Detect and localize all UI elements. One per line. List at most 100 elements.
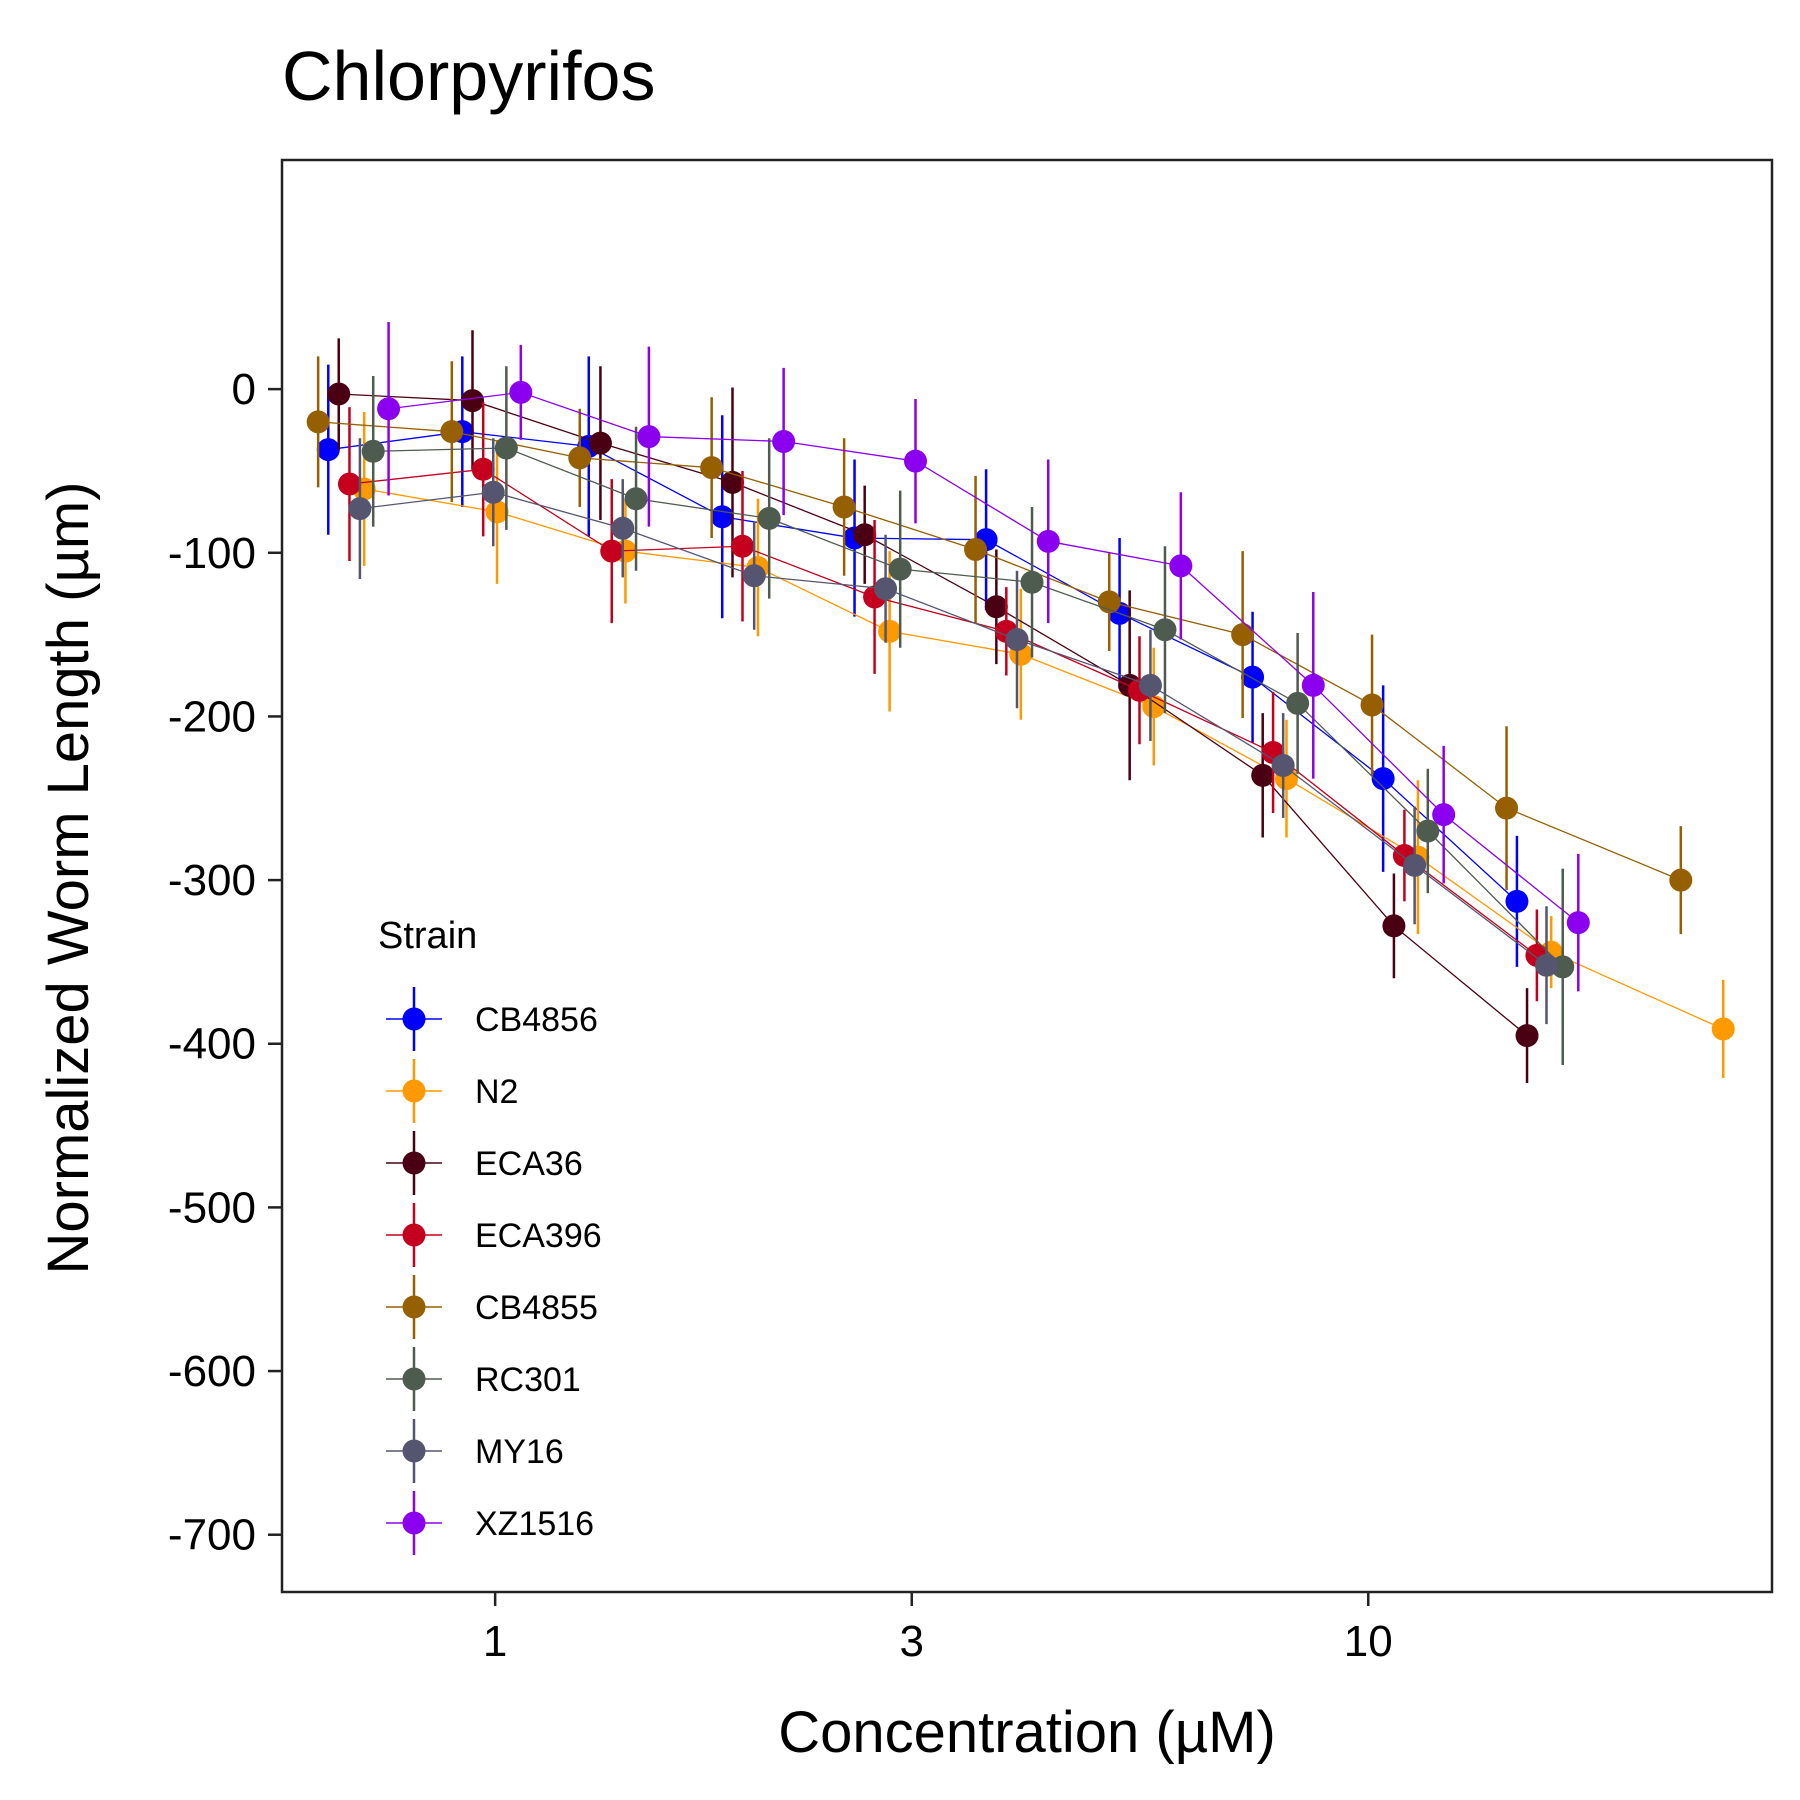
data-point xyxy=(1416,819,1440,843)
legend-label: N2 xyxy=(475,1073,518,1111)
y-tick-label: -400 xyxy=(168,1020,256,1069)
data-point xyxy=(460,389,484,413)
data-point xyxy=(731,534,755,558)
plot-frame xyxy=(280,158,1774,1594)
y-tick-label: -200 xyxy=(168,692,256,741)
data-point xyxy=(772,429,796,453)
y-tick-label: 0 xyxy=(232,365,256,414)
legend-label: CB4855 xyxy=(475,1289,598,1327)
series-line xyxy=(328,431,1518,902)
data-point xyxy=(485,500,509,524)
y-tick-label: -700 xyxy=(168,1511,256,1560)
data-point xyxy=(1241,665,1265,689)
data-point xyxy=(494,436,518,460)
legend-label: CB4856 xyxy=(475,1001,598,1039)
data-point xyxy=(1169,554,1193,578)
legend-label: MY16 xyxy=(475,1433,564,1471)
x-tick-label: 1 xyxy=(483,1617,507,1666)
legend-key-point xyxy=(402,1151,426,1175)
y-axis-title: Normalized Worm Length (µm) xyxy=(36,482,101,1275)
legend-item-cb4855: CB4855 xyxy=(386,1275,598,1339)
data-point xyxy=(1138,673,1162,697)
data-point xyxy=(1495,796,1519,820)
legend-item-xz1516: XZ1516 xyxy=(386,1491,594,1555)
legend-key-point xyxy=(402,1223,426,1247)
data-point xyxy=(361,439,385,463)
data-point xyxy=(1271,754,1295,778)
data-point xyxy=(1301,673,1325,697)
data-point xyxy=(600,539,624,563)
data-point xyxy=(1566,911,1590,935)
data-point xyxy=(853,523,877,547)
data-point xyxy=(1505,889,1529,913)
data-point xyxy=(1360,693,1384,717)
legend-key-point xyxy=(402,1079,426,1103)
series-eca396 xyxy=(337,402,1549,1002)
data-point xyxy=(1711,1017,1735,1041)
x-tick-label: 3 xyxy=(899,1617,923,1666)
y-tick-label: -500 xyxy=(168,1183,256,1232)
data-point xyxy=(1371,767,1395,791)
data-point xyxy=(904,449,928,473)
data-point xyxy=(1669,868,1693,892)
legend: Strain CB4856 N2 ECA36 ECA396 CB4855 RC301 MY1… xyxy=(378,915,602,1555)
x-axis-title: Concentration (µM) xyxy=(778,1700,1276,1765)
data-point xyxy=(1005,628,1029,652)
series-line xyxy=(388,391,1579,924)
data-point xyxy=(757,506,781,530)
data-point xyxy=(611,516,635,540)
data-point xyxy=(637,425,661,449)
data-point xyxy=(1036,529,1060,553)
data-point xyxy=(1534,953,1558,977)
legend-key-point xyxy=(402,1367,426,1391)
data-point xyxy=(337,472,361,496)
legend-label: ECA396 xyxy=(475,1217,602,1255)
y-tick-label: -100 xyxy=(168,529,256,578)
data-point xyxy=(1432,803,1456,827)
data-point xyxy=(710,505,734,529)
legend-item-eca36: ECA36 xyxy=(386,1131,583,1195)
series-cb4855 xyxy=(306,356,1693,935)
y-tick-label: -600 xyxy=(168,1347,256,1396)
data-point xyxy=(1382,914,1406,938)
data-point xyxy=(624,487,648,511)
legend-key-point xyxy=(402,1295,426,1319)
legend-key-point xyxy=(402,1007,426,1031)
series-rc301 xyxy=(361,366,1575,1066)
legend-label: ECA36 xyxy=(475,1145,583,1183)
data-point xyxy=(481,480,505,504)
series-line xyxy=(364,488,1724,1030)
data-point xyxy=(1020,570,1044,594)
data-point xyxy=(1403,853,1427,877)
data-point xyxy=(348,497,372,521)
data-point xyxy=(984,595,1008,619)
data-point xyxy=(1251,763,1275,787)
data-point xyxy=(964,538,988,562)
data-point xyxy=(874,577,898,601)
data-point xyxy=(316,438,340,462)
legend-title: Strain xyxy=(378,915,477,957)
data-point xyxy=(1286,691,1310,715)
data-point xyxy=(888,557,912,581)
legend-item-rc301: RC301 xyxy=(386,1347,581,1411)
x-axis-ticks: 1 3 10 xyxy=(483,1592,1393,1666)
legend-item-eca396: ECA396 xyxy=(386,1203,602,1267)
data-point xyxy=(327,382,351,406)
data-point xyxy=(1231,623,1255,647)
chart-title: Chlorpyrifos xyxy=(282,37,655,115)
legend-item-my16: MY16 xyxy=(386,1419,564,1483)
series-n2 xyxy=(352,412,1735,1079)
legend-key-point xyxy=(402,1439,426,1463)
series-line xyxy=(373,447,1564,968)
series-layer xyxy=(306,322,1735,1084)
data-point xyxy=(832,495,856,519)
data-point xyxy=(1142,695,1166,719)
series-line xyxy=(349,468,1538,956)
data-point xyxy=(1153,618,1177,642)
data-point xyxy=(700,456,724,480)
legend-label: XZ1516 xyxy=(475,1505,594,1543)
series-my16 xyxy=(348,438,1558,1025)
y-tick-label: -300 xyxy=(168,856,256,905)
series-line xyxy=(359,491,1547,966)
